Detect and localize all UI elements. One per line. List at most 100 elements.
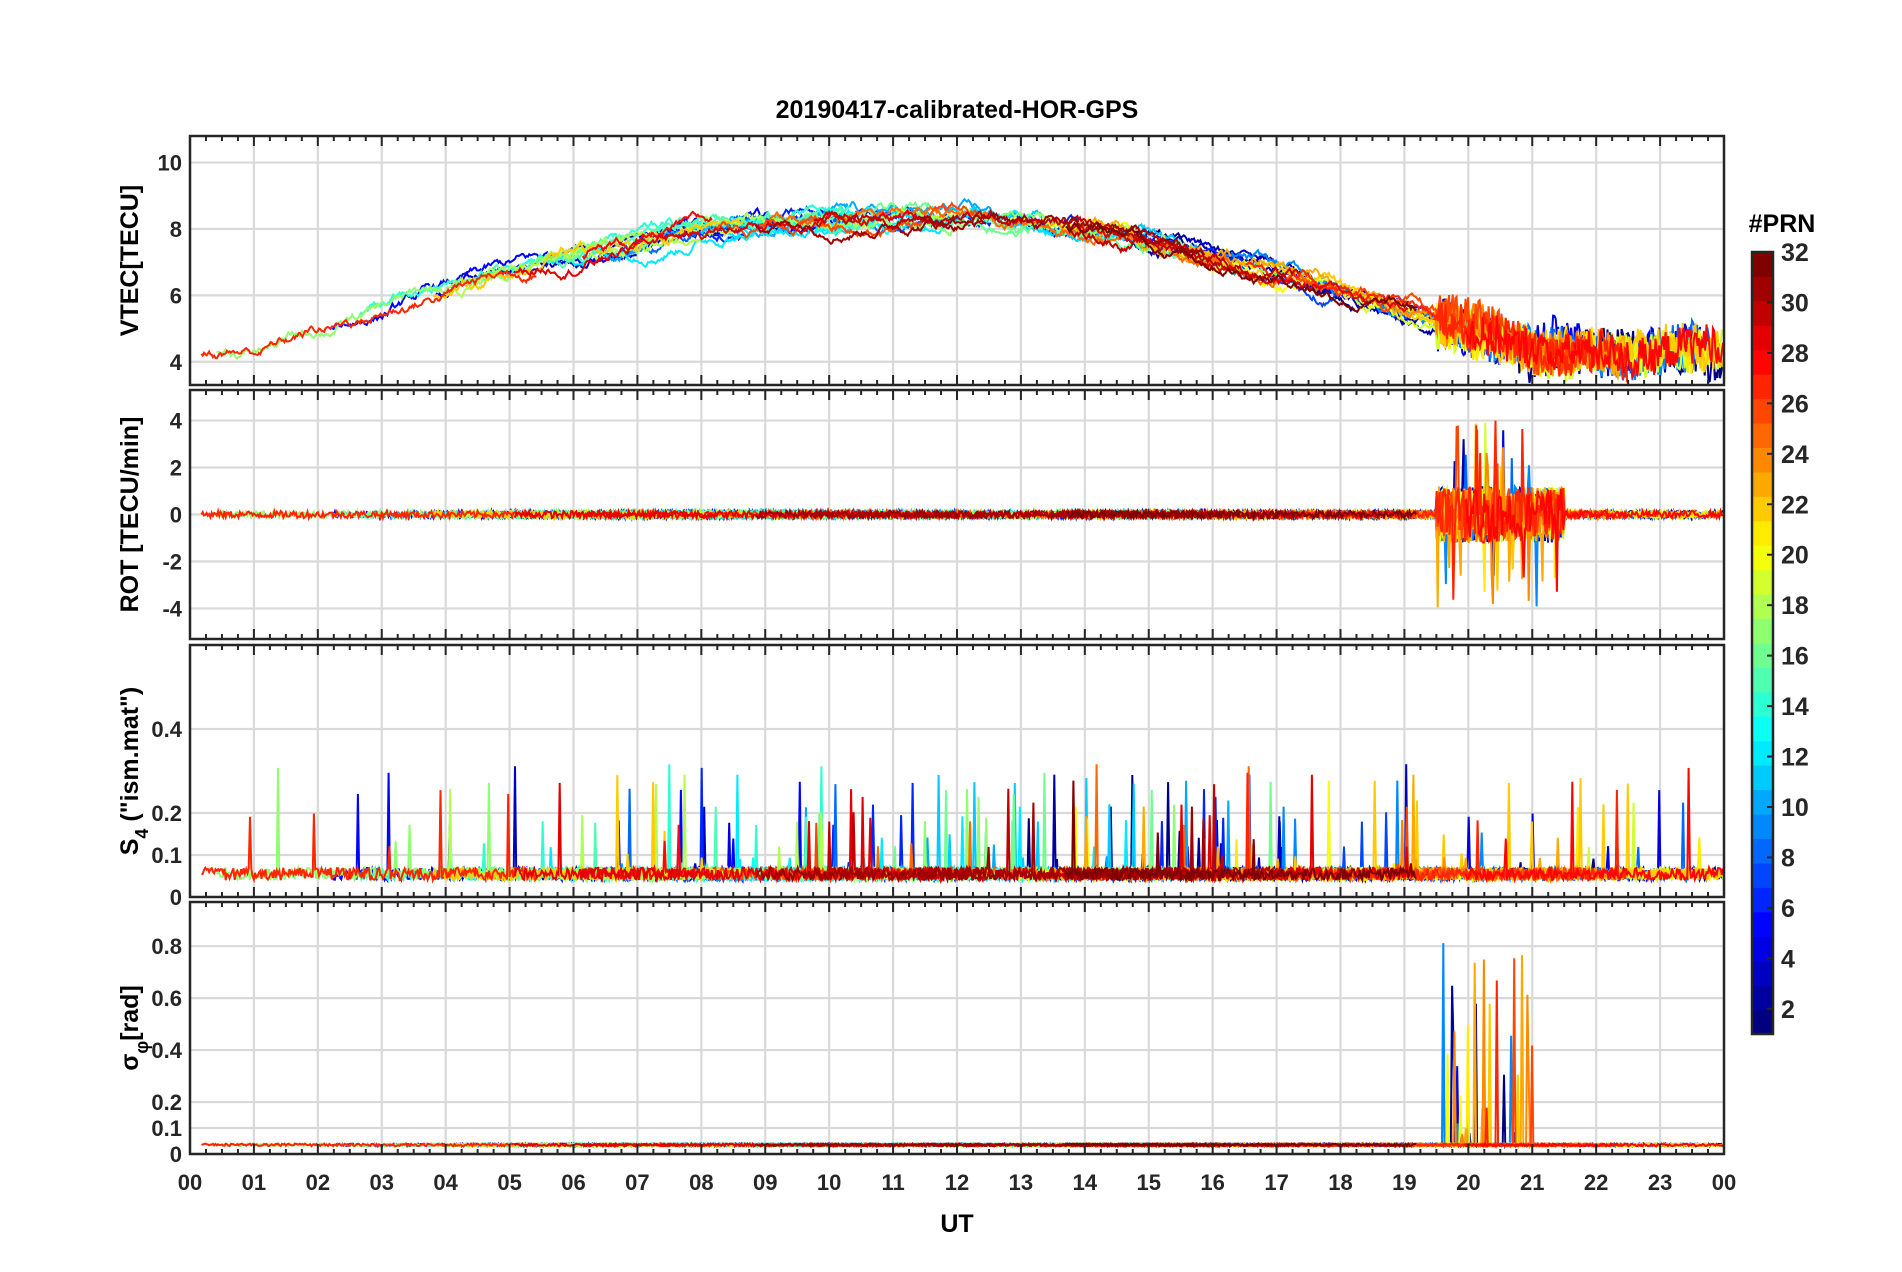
y-tick-label: 0.4 (151, 717, 182, 742)
y-tick-label: 8 (170, 217, 182, 242)
colorbar-segment (1752, 618, 1773, 644)
series-line-prn-18 (446, 222, 741, 300)
colorbar-tick-label: 22 (1781, 491, 1809, 519)
colorbar-segment (1752, 520, 1773, 546)
colorbar-segment (1752, 545, 1773, 571)
x-tick-label: 18 (1328, 1170, 1352, 1195)
x-tick-label: 19 (1392, 1170, 1416, 1195)
y-tick-label: 0.1 (151, 843, 182, 868)
x-tick-label: 20 (1456, 1170, 1480, 1195)
colorbar-segment (1752, 349, 1773, 375)
y-tick-label: -4 (162, 596, 182, 621)
colorbar-segment (1752, 300, 1773, 326)
x-tick-label: 14 (1073, 1170, 1098, 1195)
colorbar-segment (1752, 985, 1773, 1011)
series-line-prn-27 (201, 1141, 537, 1149)
series-line-prn-32 (1065, 221, 1417, 314)
series-line-prn-25 (768, 205, 1322, 293)
y-tick-label: 0 (170, 885, 182, 910)
panel-rot: -4 -2 0 2 4 ROT [TECU/min] (116, 388, 1726, 641)
series-line-prn-31 (917, 211, 1206, 256)
series-line-prn-26 (712, 201, 978, 239)
colorbar-segment (1752, 740, 1773, 766)
colorbar-label: #PRN (1749, 210, 1816, 238)
panel-sigma_phi: 00.10.2 0.4 0.6 0.8 σφ[rad] (116, 900, 1726, 1167)
series-line-prn-27 (200, 269, 537, 360)
x-tick-label: 09 (753, 1170, 777, 1195)
series-line-prn-28 (581, 507, 713, 522)
series-line-prn-20 (1007, 216, 1491, 363)
colorbar-tick-label: 4 (1781, 945, 1795, 973)
series-line-prn-31 (917, 507, 1206, 522)
y-tick-label: 10 (158, 151, 182, 176)
x-tick-label: 13 (1009, 1170, 1033, 1195)
colorbar-tick-label: 28 (1781, 340, 1809, 368)
series-line-prn-31 (754, 217, 987, 245)
colorbar-tick-label: 2 (1781, 996, 1795, 1024)
series-line-prn-28 (1464, 488, 1724, 592)
series-line-prn-32 (1065, 507, 1417, 522)
x-tick-label: 12 (945, 1170, 969, 1195)
series-group (201, 764, 1724, 885)
x-tick-label: 08 (689, 1170, 713, 1195)
panel-frame (188, 900, 1726, 1156)
x-tick-label: 01 (242, 1170, 266, 1195)
x-tick-label: 21 (1520, 1170, 1544, 1195)
y-tick-label: 0 (170, 1142, 182, 1167)
x-axis: 00 01 02 03 04 05 06 07 08 09 10 11 12 13 14 15 16 17 18 19… (178, 1170, 1736, 1195)
series-line-prn-29 (513, 782, 943, 885)
series-group (200, 420, 1724, 608)
series-line-prn-28 (581, 210, 713, 261)
series-line-prn-28 (1464, 315, 1724, 379)
colorbar-tick-label: 8 (1781, 844, 1795, 872)
colorbar-segment (1752, 838, 1773, 864)
x-tick-label: 00 (178, 1170, 202, 1195)
colorbar-segment (1752, 765, 1773, 791)
colorbar-segment (1752, 471, 1773, 497)
colorbar-segment (1752, 667, 1773, 693)
series-group (200, 197, 1724, 384)
y-tick-label: 0 (170, 503, 182, 528)
colorbar-segment (1752, 594, 1773, 620)
y-axis-label-sigma_phi: σφ[rad] (116, 985, 152, 1071)
y-tick-label: 4 (170, 409, 183, 434)
colorbar-tick-label: 20 (1781, 542, 1809, 570)
x-tick-label: 02 (306, 1170, 330, 1195)
x-tick-label: 17 (1264, 1170, 1288, 1195)
x-tick-label: 16 (1200, 1170, 1224, 1195)
series-line-prn-32 (1064, 780, 1417, 884)
panel-frame (188, 134, 1726, 387)
y-axis-label-rot: ROT [TECU/min] (116, 417, 144, 613)
colorbar-segment (1752, 1009, 1773, 1035)
colorbar-segment (1752, 423, 1773, 448)
colorbar-tick-label: 10 (1781, 794, 1809, 822)
y-tick-label: 6 (170, 283, 182, 308)
colorbar-segment (1752, 643, 1773, 668)
x-tick-label: 15 (1137, 1170, 1161, 1195)
colorbar-segment (1752, 447, 1773, 473)
colorbar-segment (1752, 960, 1773, 986)
colorbar-tick-label: 14 (1781, 693, 1809, 721)
x-tick-label: 05 (497, 1170, 521, 1195)
x-tick-label: 04 (433, 1170, 458, 1195)
y-tick-label: 0.1 (151, 1116, 182, 1141)
colorbar-tick-label: 16 (1781, 643, 1809, 671)
y-tick-label: 0.4 (151, 1038, 182, 1063)
x-tick-label: 07 (625, 1170, 649, 1195)
y-axis-label-vtec: VTEC[TECU] (116, 185, 144, 336)
y-tick-label: 4 (170, 350, 183, 375)
colorbar-segment (1752, 887, 1773, 913)
colorbar-tick-label: 24 (1781, 441, 1809, 469)
colorbar-segment (1752, 814, 1773, 839)
series-line-prn-31 (755, 507, 987, 521)
series-line-prn-17 (216, 237, 656, 361)
colorbar-segment (1752, 936, 1773, 962)
series-line-prn-31 (754, 864, 987, 884)
colorbar-tick-label: 6 (1781, 895, 1795, 923)
series-line-prn-28 (1464, 767, 1724, 884)
colorbar-frame (1750, 250, 1775, 1036)
colorbar-segment (1752, 398, 1773, 424)
chart-title: 20190417-calibrated-HOR-GPS (776, 96, 1139, 124)
x-tick-label: 06 (561, 1170, 585, 1195)
panel-vtec: 4 6 8 10 VTEC[TECU] (116, 134, 1726, 387)
